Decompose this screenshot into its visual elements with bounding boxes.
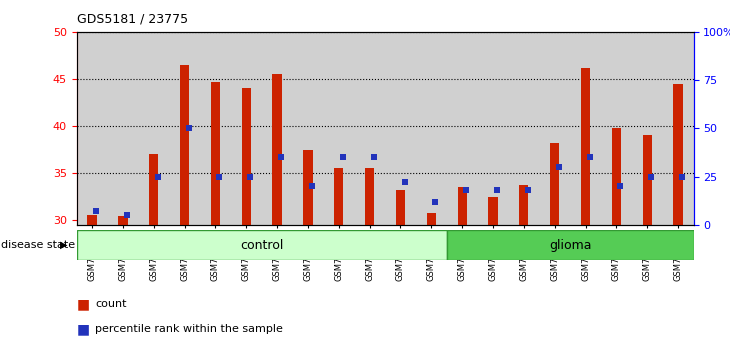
Bar — [477, 32, 508, 225]
Text: ▶: ▶ — [60, 240, 67, 250]
Bar — [138, 32, 169, 225]
Bar — [447, 32, 477, 225]
Bar — [674, 84, 683, 225]
Bar — [612, 128, 621, 225]
Bar — [509, 32, 539, 225]
Bar — [88, 215, 96, 225]
Text: disease state: disease state — [1, 240, 76, 250]
Bar — [107, 32, 138, 225]
Bar — [663, 32, 694, 225]
Bar — [211, 82, 220, 225]
Bar — [354, 32, 385, 225]
Bar — [169, 32, 200, 225]
Bar — [149, 154, 158, 225]
Text: ■: ■ — [77, 297, 90, 312]
Text: GDS5181 / 23775: GDS5181 / 23775 — [77, 12, 188, 25]
Bar — [304, 149, 312, 225]
Bar — [427, 212, 436, 225]
Bar — [293, 32, 323, 225]
Bar — [77, 230, 447, 260]
Text: percentile rank within the sample: percentile rank within the sample — [95, 324, 283, 334]
Bar — [334, 168, 343, 225]
Bar — [118, 216, 128, 225]
Bar — [601, 32, 631, 225]
Bar — [396, 190, 405, 225]
Text: ■: ■ — [77, 322, 90, 336]
Bar — [550, 143, 559, 225]
Bar — [642, 135, 652, 225]
Bar — [77, 32, 107, 225]
Bar — [416, 32, 447, 225]
Bar — [242, 88, 251, 225]
Bar — [272, 74, 282, 225]
Bar — [365, 168, 374, 225]
Bar — [385, 32, 416, 225]
Bar — [323, 32, 354, 225]
Text: control: control — [240, 239, 283, 252]
Bar — [458, 187, 466, 225]
Bar — [180, 65, 189, 225]
Text: glioma: glioma — [549, 239, 591, 252]
Bar — [488, 196, 498, 225]
Bar — [581, 68, 590, 225]
Bar — [570, 32, 601, 225]
Bar — [200, 32, 231, 225]
Bar — [262, 32, 293, 225]
Bar — [539, 32, 570, 225]
Bar — [231, 32, 261, 225]
Text: count: count — [95, 299, 126, 309]
Bar — [631, 32, 663, 225]
Bar — [447, 230, 694, 260]
Bar — [519, 185, 529, 225]
